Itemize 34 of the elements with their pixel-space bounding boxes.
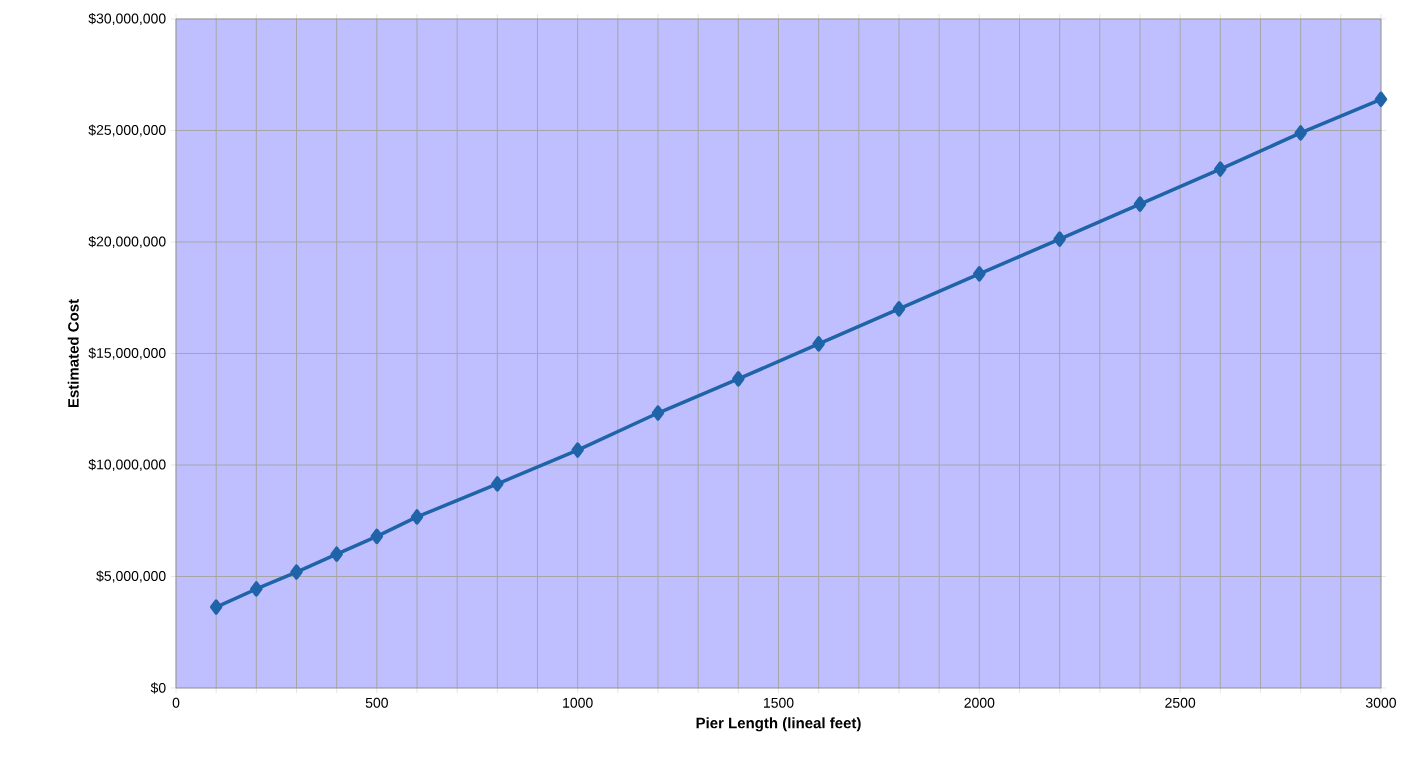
point (732, 371, 745, 387)
point (1214, 161, 1227, 177)
x-tick-label: 500 (365, 697, 388, 708)
x-tick-label: 3000 (1365, 697, 1396, 708)
point (1133, 196, 1147, 212)
y-tick-label: $20,000,000 (88, 235, 166, 249)
point (812, 336, 825, 352)
point (973, 266, 986, 282)
point (370, 528, 384, 545)
point (330, 546, 343, 562)
y-axis-title: Estimated Cost (67, 299, 79, 408)
x-tick-label: 1500 (763, 697, 794, 708)
x-tick-label: 2000 (964, 697, 995, 708)
y-tick-label: $30,000,000 (88, 12, 166, 26)
point (250, 581, 263, 597)
point (491, 476, 504, 492)
point (209, 599, 223, 615)
x-axis-title: Pier Length (lineal feet) (696, 717, 861, 732)
y-tick-label: $5,000,000 (96, 570, 166, 583)
point (571, 442, 584, 458)
y-tick-label: $25,000,000 (88, 124, 166, 137)
y-tick-label: $0 (150, 682, 166, 694)
x-tick-label: 2500 (1165, 697, 1196, 708)
point (892, 301, 906, 317)
y-tick-label: $15,000,000 (88, 347, 166, 360)
x-tick-label: 0 (172, 697, 180, 708)
x-tick-label: 1000 (563, 697, 593, 708)
point (290, 564, 303, 580)
point (1053, 231, 1066, 247)
point (1294, 125, 1307, 141)
point (651, 405, 665, 421)
y-tick-label: $10,000,000 (88, 458, 166, 472)
point (1374, 91, 1388, 108)
point (410, 509, 424, 525)
